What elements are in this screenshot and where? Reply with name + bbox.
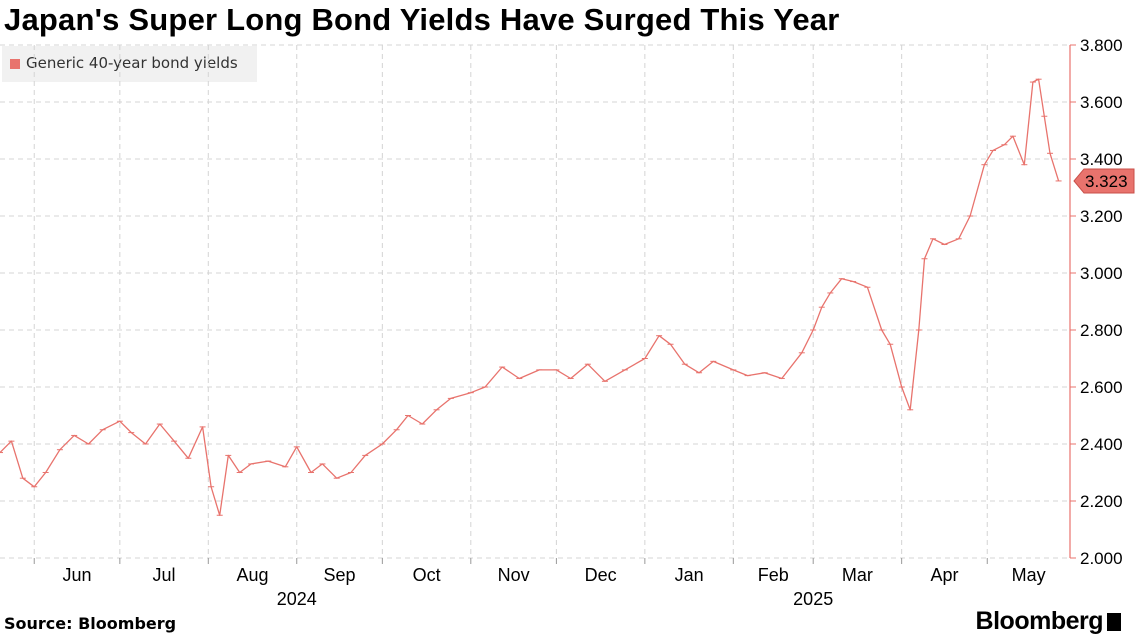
x-tick-label: Oct xyxy=(413,565,441,585)
series-line xyxy=(0,78,1060,516)
bloomberg-terminal-icon xyxy=(1107,613,1121,631)
y-tick-label: 3.200 xyxy=(1080,207,1123,226)
legend-label: Generic 40-year bond yields xyxy=(26,54,238,72)
year-label: 2025 xyxy=(793,589,833,609)
y-tick-label: 3.400 xyxy=(1080,150,1123,169)
x-tick-label: Apr xyxy=(930,565,958,585)
y-tick-label: 2.600 xyxy=(1080,378,1123,397)
series-layer xyxy=(0,78,1062,516)
axis-layer: 2.000 2.200 2.400 2.600 2.800 3.000 3.200 3.400… xyxy=(33,36,1135,609)
chart-title: Japan's Super Long Bond Yields Have Surg… xyxy=(4,2,840,37)
last-value-label: 3.323 xyxy=(1085,172,1128,191)
y-tick-label: 2.800 xyxy=(1080,321,1123,340)
y-tick-label: 2.000 xyxy=(1080,549,1123,568)
y-tick-label: 2.200 xyxy=(1080,492,1123,511)
y-tick-label: 3.000 xyxy=(1080,264,1123,283)
x-tick-label: Jul xyxy=(153,565,176,585)
legend: Generic 40-year bond yields xyxy=(2,46,257,82)
x-tick-label: May xyxy=(1012,565,1046,585)
last-value-tag xyxy=(1073,168,1135,194)
brand-logo: Bloomberg xyxy=(976,607,1121,636)
brand-wordmark: Bloomberg xyxy=(975,607,1104,635)
x-tick-label: Nov xyxy=(498,565,530,585)
x-tick-label: Jan xyxy=(675,565,704,585)
source-note: Source: Bloomberg xyxy=(4,614,177,633)
x-tick-label: Feb xyxy=(758,565,789,585)
x-tick-label: Jun xyxy=(63,565,92,585)
x-tick-label: Mar xyxy=(842,565,873,585)
x-tick-label: Sep xyxy=(324,565,356,585)
grid-layer xyxy=(0,44,1070,559)
y-tick-label: 3.600 xyxy=(1080,93,1123,112)
y-tick-label: 3.800 xyxy=(1080,36,1123,55)
x-tick-label: Dec xyxy=(585,565,617,585)
legend-swatch-icon xyxy=(10,59,20,69)
x-tick-label: Aug xyxy=(237,565,269,585)
year-label: 2024 xyxy=(277,589,317,609)
y-tick-label: 2.400 xyxy=(1080,435,1123,454)
